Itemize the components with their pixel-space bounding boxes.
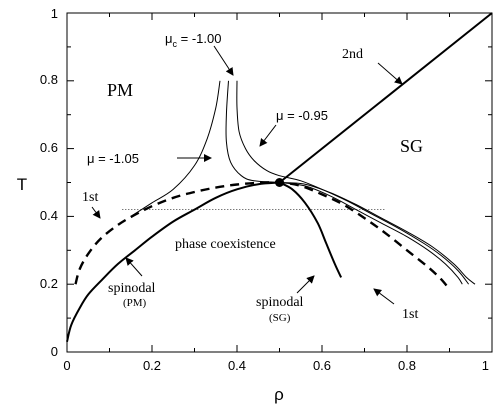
label-mu-c-sub: c (173, 39, 178, 49)
x-tick-label: 0.4 (228, 358, 246, 373)
arrow-spinodal-pm (125, 257, 143, 277)
label-spinodal-sg-sub: (SG) (269, 312, 291, 324)
region-label-coexistence: phase coexistence (175, 237, 276, 252)
critical-point (275, 178, 284, 187)
label-spinodal-pm-sub: (PM) (123, 297, 147, 309)
isochem-mu-095 (236, 80, 470, 285)
label-spinodal-sg: spinodal (256, 295, 304, 310)
label-second-order: 2nd (342, 47, 363, 62)
y-tick-label: 0.2 (40, 276, 58, 291)
y-tick-label: 0.6 (40, 140, 58, 155)
y-tick-label: 0 (51, 344, 58, 359)
x-tick-label: 0.2 (143, 358, 161, 373)
label-mu-105: μ = -1.05 (87, 151, 139, 166)
x-tick-label: 0.8 (398, 358, 416, 373)
label-spinodal-pm: spinodal (108, 281, 156, 296)
isochem-mu-105 (130, 80, 221, 217)
y-tick-label: 1 (51, 6, 58, 21)
curves (66, 12, 493, 343)
y-tick-label: 0.8 (40, 72, 58, 87)
arrow-second-order (377, 62, 403, 85)
spinodal-pm (66, 181, 280, 343)
label-mu-c-symbol: μ (165, 31, 173, 46)
arrow-spinodal-sg (296, 275, 315, 294)
y-axis-title: T (17, 175, 27, 194)
spinodal-sg (279, 181, 343, 278)
x-axis-title: ρ (274, 385, 284, 404)
x-tick-label: 0.6 (313, 358, 331, 373)
label-mu-c-value: = -1.00 (177, 31, 221, 46)
second-order-line (278, 12, 493, 184)
axis-ticks (66, 12, 493, 353)
isochem-mu-100 (225, 80, 463, 285)
x-tick-labels: 0 0.2 0.4 0.6 0.8 1 (63, 358, 489, 373)
arrow-mu-c (213, 45, 234, 76)
label-mu-095: μ = -0.95 (276, 108, 328, 123)
label-mu-c: μc = -1.00 (165, 31, 221, 49)
x-tick-label: 0 (63, 358, 70, 373)
x-tick-label: 1 (482, 358, 489, 373)
label-first-order-right: 1st (402, 307, 418, 322)
label-first-order-left: 1st (82, 190, 98, 205)
first-order-boundary (74, 181, 451, 291)
annotation-arrows (91, 45, 403, 305)
arrow-first-order-left (91, 206, 101, 219)
region-label-pm: PM (107, 80, 133, 100)
y-tick-labels: 0 0.2 0.4 0.6 0.8 1 (40, 6, 58, 359)
y-tick-label: 0.4 (40, 208, 58, 223)
arrow-mu-095 (259, 124, 277, 147)
region-label-sg: SG (400, 136, 423, 156)
arrow-first-order-right (373, 288, 395, 305)
isochem-extra (279, 182, 476, 285)
